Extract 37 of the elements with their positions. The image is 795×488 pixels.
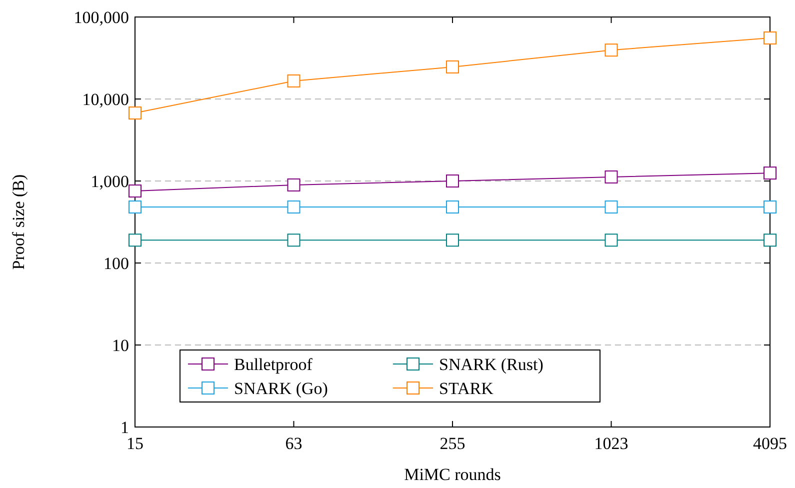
- point: [446, 174, 459, 188]
- legend-label: SNARK (Rust): [439, 354, 544, 374]
- legend-label: STARK: [439, 378, 494, 398]
- y-axis-title: Proof size (B): [9, 174, 28, 270]
- point: [128, 200, 142, 214]
- point: [128, 184, 142, 198]
- y-tick-label: 10: [112, 336, 129, 355]
- point: [287, 74, 300, 88]
- point: [446, 60, 459, 74]
- point: [764, 234, 776, 247]
- point: [604, 44, 618, 57]
- y-tick-label: 1,000: [90, 172, 129, 191]
- point: [128, 106, 142, 120]
- point: [287, 178, 300, 192]
- point: [287, 200, 300, 214]
- x-tick-label: 255: [440, 434, 466, 453]
- point: [604, 234, 618, 247]
- point: [287, 234, 300, 247]
- point: [764, 166, 776, 180]
- point: [604, 170, 618, 184]
- x-tick-label: 4095: [753, 434, 787, 453]
- legend-label: SNARK (Go): [234, 378, 328, 398]
- y-tick-label: 1: [120, 418, 129, 437]
- point: [764, 31, 776, 44]
- point: [446, 200, 459, 214]
- point: [128, 234, 142, 247]
- x-tick-label: 1023: [594, 434, 628, 453]
- y-tick-label: 100,000: [74, 8, 129, 27]
- x-tick-label: 15: [126, 434, 144, 453]
- point: [764, 200, 776, 214]
- y-tick-label: 100: [104, 254, 129, 273]
- x-tick-label: 63: [285, 434, 302, 453]
- point: [604, 200, 618, 214]
- point: [446, 234, 459, 247]
- legend-label: Bulletproof: [234, 354, 313, 374]
- x-axis-title: MiMC rounds: [404, 465, 501, 484]
- y-tick-label: 10,000: [82, 90, 129, 109]
